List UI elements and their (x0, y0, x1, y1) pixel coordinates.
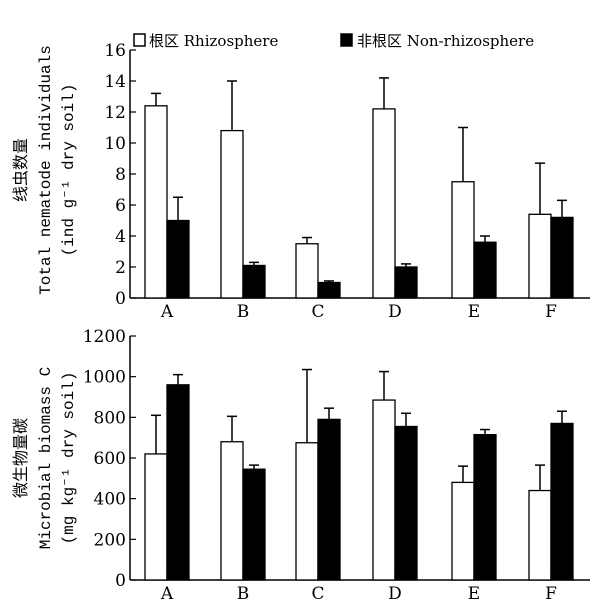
nematode-bar-non-rhizosphere-D (394, 266, 418, 299)
microbial-category-label-E: E (468, 584, 480, 604)
microbial-category-label-F: F (545, 584, 557, 604)
microbial-bar-rhizosphere-F (528, 489, 552, 581)
microbial-bar-non-rhizosphere-E (473, 433, 497, 581)
nematode-category-label-F: F (545, 302, 557, 322)
microbial-panel: 微生物量碳 Microbial biomass C (mg kg⁻¹ dry s… (11, 327, 590, 604)
nematode-ytick-label: 16 (104, 41, 126, 61)
nematode-ytick-label: 10 (104, 134, 126, 154)
microbial-bar-non-rhizosphere-D (394, 425, 418, 581)
nematode-ylabel-cn: 线虫数量 (11, 138, 30, 202)
nematode-ytick-label: 14 (104, 72, 126, 92)
nematode-bar-rhizosphere-B (220, 129, 244, 299)
microbial-bar-non-rhizosphere-B (242, 468, 266, 581)
nematode-ylabel-en2: (ind g⁻¹ dry soil) (60, 84, 78, 257)
microbial-ytick-label: 600 (94, 449, 126, 469)
nematode-ylabel-en1: Total nematode individuals (37, 45, 55, 295)
microbial-ytick-label: 1200 (83, 327, 126, 347)
nematode-bar-non-rhizosphere-A (166, 219, 190, 299)
legend-swatch-non-rhizosphere (340, 33, 353, 47)
microbial-bar-non-rhizosphere-F (550, 422, 574, 581)
microbial-ylabel-en1: Microbial biomass C (37, 367, 55, 549)
nematode-category-label-A: A (160, 302, 174, 322)
nematode-bar-non-rhizosphere-C (317, 281, 341, 299)
microbial-bar-rhizosphere-E (451, 481, 475, 581)
microbial-ylabel-en2: (mg kg⁻¹ dry soil) (60, 372, 78, 545)
nematode-bar-rhizosphere-E (451, 181, 475, 299)
nematode-ytick-label: 0 (115, 289, 126, 309)
microbial-bar-non-rhizosphere-A (166, 384, 190, 581)
microbial-bar-rhizosphere-C (295, 442, 319, 581)
nematode-category-label-C: C (311, 302, 324, 322)
microbial-ytick-label: 800 (94, 408, 126, 428)
legend-label-non-rhizosphere: 非根区 Non-rhizosphere (357, 32, 534, 50)
nematode-bar-non-rhizosphere-E (473, 241, 497, 299)
nematode-bar-rhizosphere-C (295, 243, 319, 299)
microbial-ytick-label: 1000 (83, 368, 126, 388)
nematode-ytick-label: 4 (115, 227, 126, 247)
microbial-ylabel-cn: 微生物量碳 (11, 418, 30, 498)
microbial-ytick-label: 0 (115, 571, 126, 591)
nematode-bar-rhizosphere-F (528, 213, 552, 299)
microbial-bar-rhizosphere-D (372, 399, 396, 581)
microbial-ytick-label: 400 (94, 490, 126, 510)
nematode-bar-rhizosphere-A (144, 105, 168, 299)
nematode-category-label-E: E (468, 302, 480, 322)
nematode-ytick-label: 8 (115, 165, 126, 185)
microbial-category-label-D: D (388, 584, 402, 604)
microbial-bar-non-rhizosphere-C (317, 418, 341, 581)
legend: 根区 Rhizosphere 非根区 Non-rhizosphere (133, 32, 534, 50)
nematode-bar-non-rhizosphere-B (242, 264, 266, 299)
nematode-ytick-label: 2 (115, 258, 126, 278)
nematode-category-label-D: D (388, 302, 402, 322)
legend-swatch-rhizosphere (133, 33, 146, 47)
nematode-ytick-label: 12 (104, 103, 126, 123)
nematode-ytick-label: 6 (115, 196, 126, 216)
microbial-category-label-B: B (237, 584, 250, 604)
legend-label-rhizosphere: 根区 Rhizosphere (149, 32, 278, 50)
nematode-bar-rhizosphere-D (372, 108, 396, 299)
nematode-bar-non-rhizosphere-F (550, 216, 574, 299)
microbial-category-label-A: A (160, 584, 174, 604)
microbial-ytick-label: 200 (94, 530, 126, 550)
nematode-panel: 线虫数量 Total nematode individuals (ind g⁻¹… (11, 41, 590, 322)
microbial-category-label-C: C (311, 584, 324, 604)
microbial-bar-rhizosphere-A (144, 453, 168, 581)
microbial-bar-rhizosphere-B (220, 441, 244, 581)
nematode-category-label-B: B (237, 302, 250, 322)
